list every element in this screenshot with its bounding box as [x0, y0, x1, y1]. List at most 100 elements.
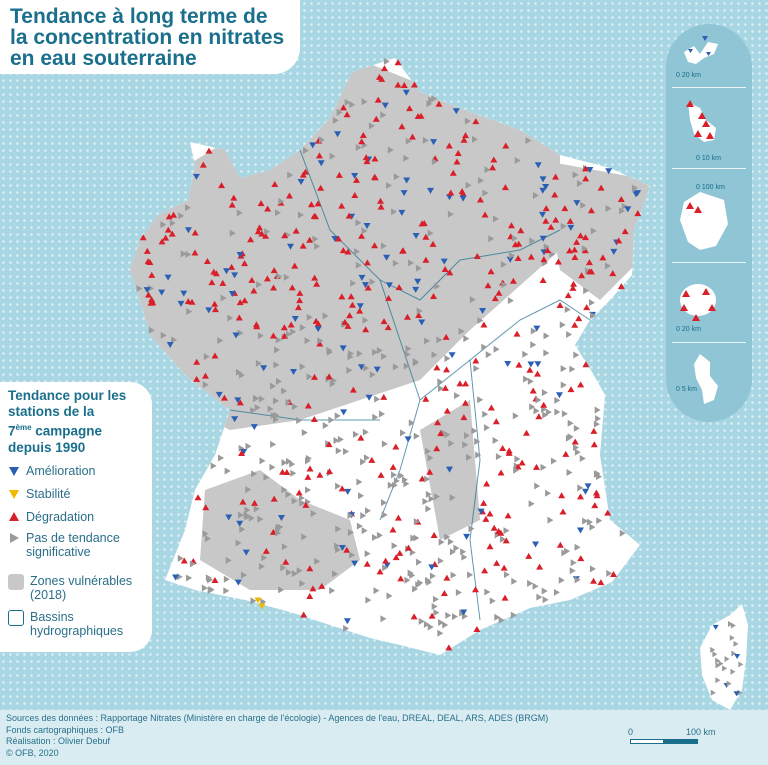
title-line1: Tendance à long terme de [10, 5, 268, 28]
overseas-divider [672, 87, 746, 88]
station-marker [372, 413, 379, 421]
station-marker [527, 377, 534, 385]
station-marker [441, 384, 449, 391]
station-marker [605, 168, 613, 175]
outline-swatch-icon [8, 610, 24, 626]
grey-swatch-icon [8, 574, 24, 590]
station-marker [712, 624, 719, 630]
station-marker [617, 196, 625, 203]
station-marker [358, 232, 366, 239]
overseas-divider [672, 168, 746, 169]
station-marker [361, 98, 368, 106]
station-marker [483, 424, 490, 432]
station-marker [251, 499, 259, 506]
station-marker [495, 289, 503, 296]
station-marker [168, 230, 176, 237]
station-marker [400, 190, 408, 197]
station-marker [290, 469, 297, 477]
station-marker [291, 315, 299, 322]
station-marker [194, 494, 202, 501]
station-marker [527, 361, 535, 368]
station-marker [334, 131, 342, 138]
station-marker [497, 469, 505, 476]
station-marker [515, 361, 523, 368]
station-marker [412, 359, 419, 367]
station-marker [333, 436, 340, 444]
station-marker [257, 332, 264, 340]
station-marker [250, 287, 258, 294]
station-marker [425, 505, 432, 513]
station-marker [532, 582, 539, 590]
station-marker [737, 689, 743, 696]
station-marker [554, 258, 562, 265]
station-marker [722, 665, 728, 672]
station-marker [186, 307, 193, 315]
station-marker [296, 567, 303, 575]
station-marker [486, 510, 494, 517]
station-marker [577, 484, 584, 492]
station-marker [552, 173, 560, 180]
station-marker [408, 419, 415, 427]
station-marker [269, 463, 276, 471]
station-marker [274, 346, 281, 354]
station-marker [417, 112, 425, 119]
station-marker [542, 596, 549, 604]
station-marker [211, 306, 219, 313]
station-marker [309, 142, 317, 149]
station-marker [437, 430, 445, 437]
station-marker [291, 570, 298, 578]
station-marker [251, 470, 258, 478]
station-marker [305, 486, 312, 494]
station-marker [473, 365, 480, 373]
station-marker [617, 283, 625, 290]
station-marker [423, 620, 430, 628]
station-marker [386, 181, 393, 189]
station-marker [518, 459, 526, 466]
station-marker [377, 203, 385, 210]
station-marker [436, 336, 443, 344]
station-marker [314, 200, 322, 207]
station-marker [164, 226, 172, 233]
station-marker [223, 575, 230, 583]
station-marker [422, 136, 429, 144]
station-marker [503, 527, 510, 535]
station-marker [569, 365, 576, 373]
station-marker [560, 365, 567, 373]
station-marker [472, 586, 480, 593]
station-marker [361, 527, 368, 535]
station-marker [264, 205, 272, 212]
station-marker [588, 299, 595, 307]
station-marker [562, 450, 570, 457]
station-marker [446, 466, 454, 473]
station-marker [455, 588, 462, 596]
station-marker [380, 393, 388, 400]
station-marker [631, 184, 638, 192]
station-marker [391, 542, 398, 550]
station-marker [311, 373, 319, 380]
station-marker [582, 234, 590, 241]
station-marker [461, 553, 468, 561]
station-marker [463, 335, 470, 343]
station-marker [430, 293, 438, 300]
station-marker [403, 154, 410, 162]
station-marker [428, 96, 435, 104]
station-marker [624, 206, 632, 213]
station-marker [539, 187, 547, 194]
station-marker [238, 444, 245, 452]
station-marker [539, 235, 547, 242]
station-marker [458, 327, 465, 335]
station-marker [228, 201, 236, 208]
station-marker [160, 221, 167, 229]
station-marker [513, 466, 520, 474]
station-marker [522, 350, 529, 358]
station-marker [326, 348, 333, 356]
station-marker [203, 353, 210, 361]
station-marker [235, 314, 243, 321]
station-marker [299, 324, 306, 332]
station-marker [532, 463, 540, 470]
station-marker [526, 366, 534, 373]
station-marker [482, 515, 490, 522]
station-marker [572, 171, 579, 179]
station-marker [511, 234, 518, 242]
station-marker [445, 611, 452, 619]
